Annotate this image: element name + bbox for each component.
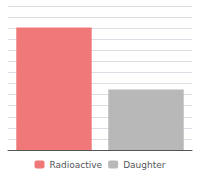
svg-text:Daughter: Daughter	[123, 160, 166, 170]
svg-text:Radioactive: Radioactive	[50, 160, 103, 170]
